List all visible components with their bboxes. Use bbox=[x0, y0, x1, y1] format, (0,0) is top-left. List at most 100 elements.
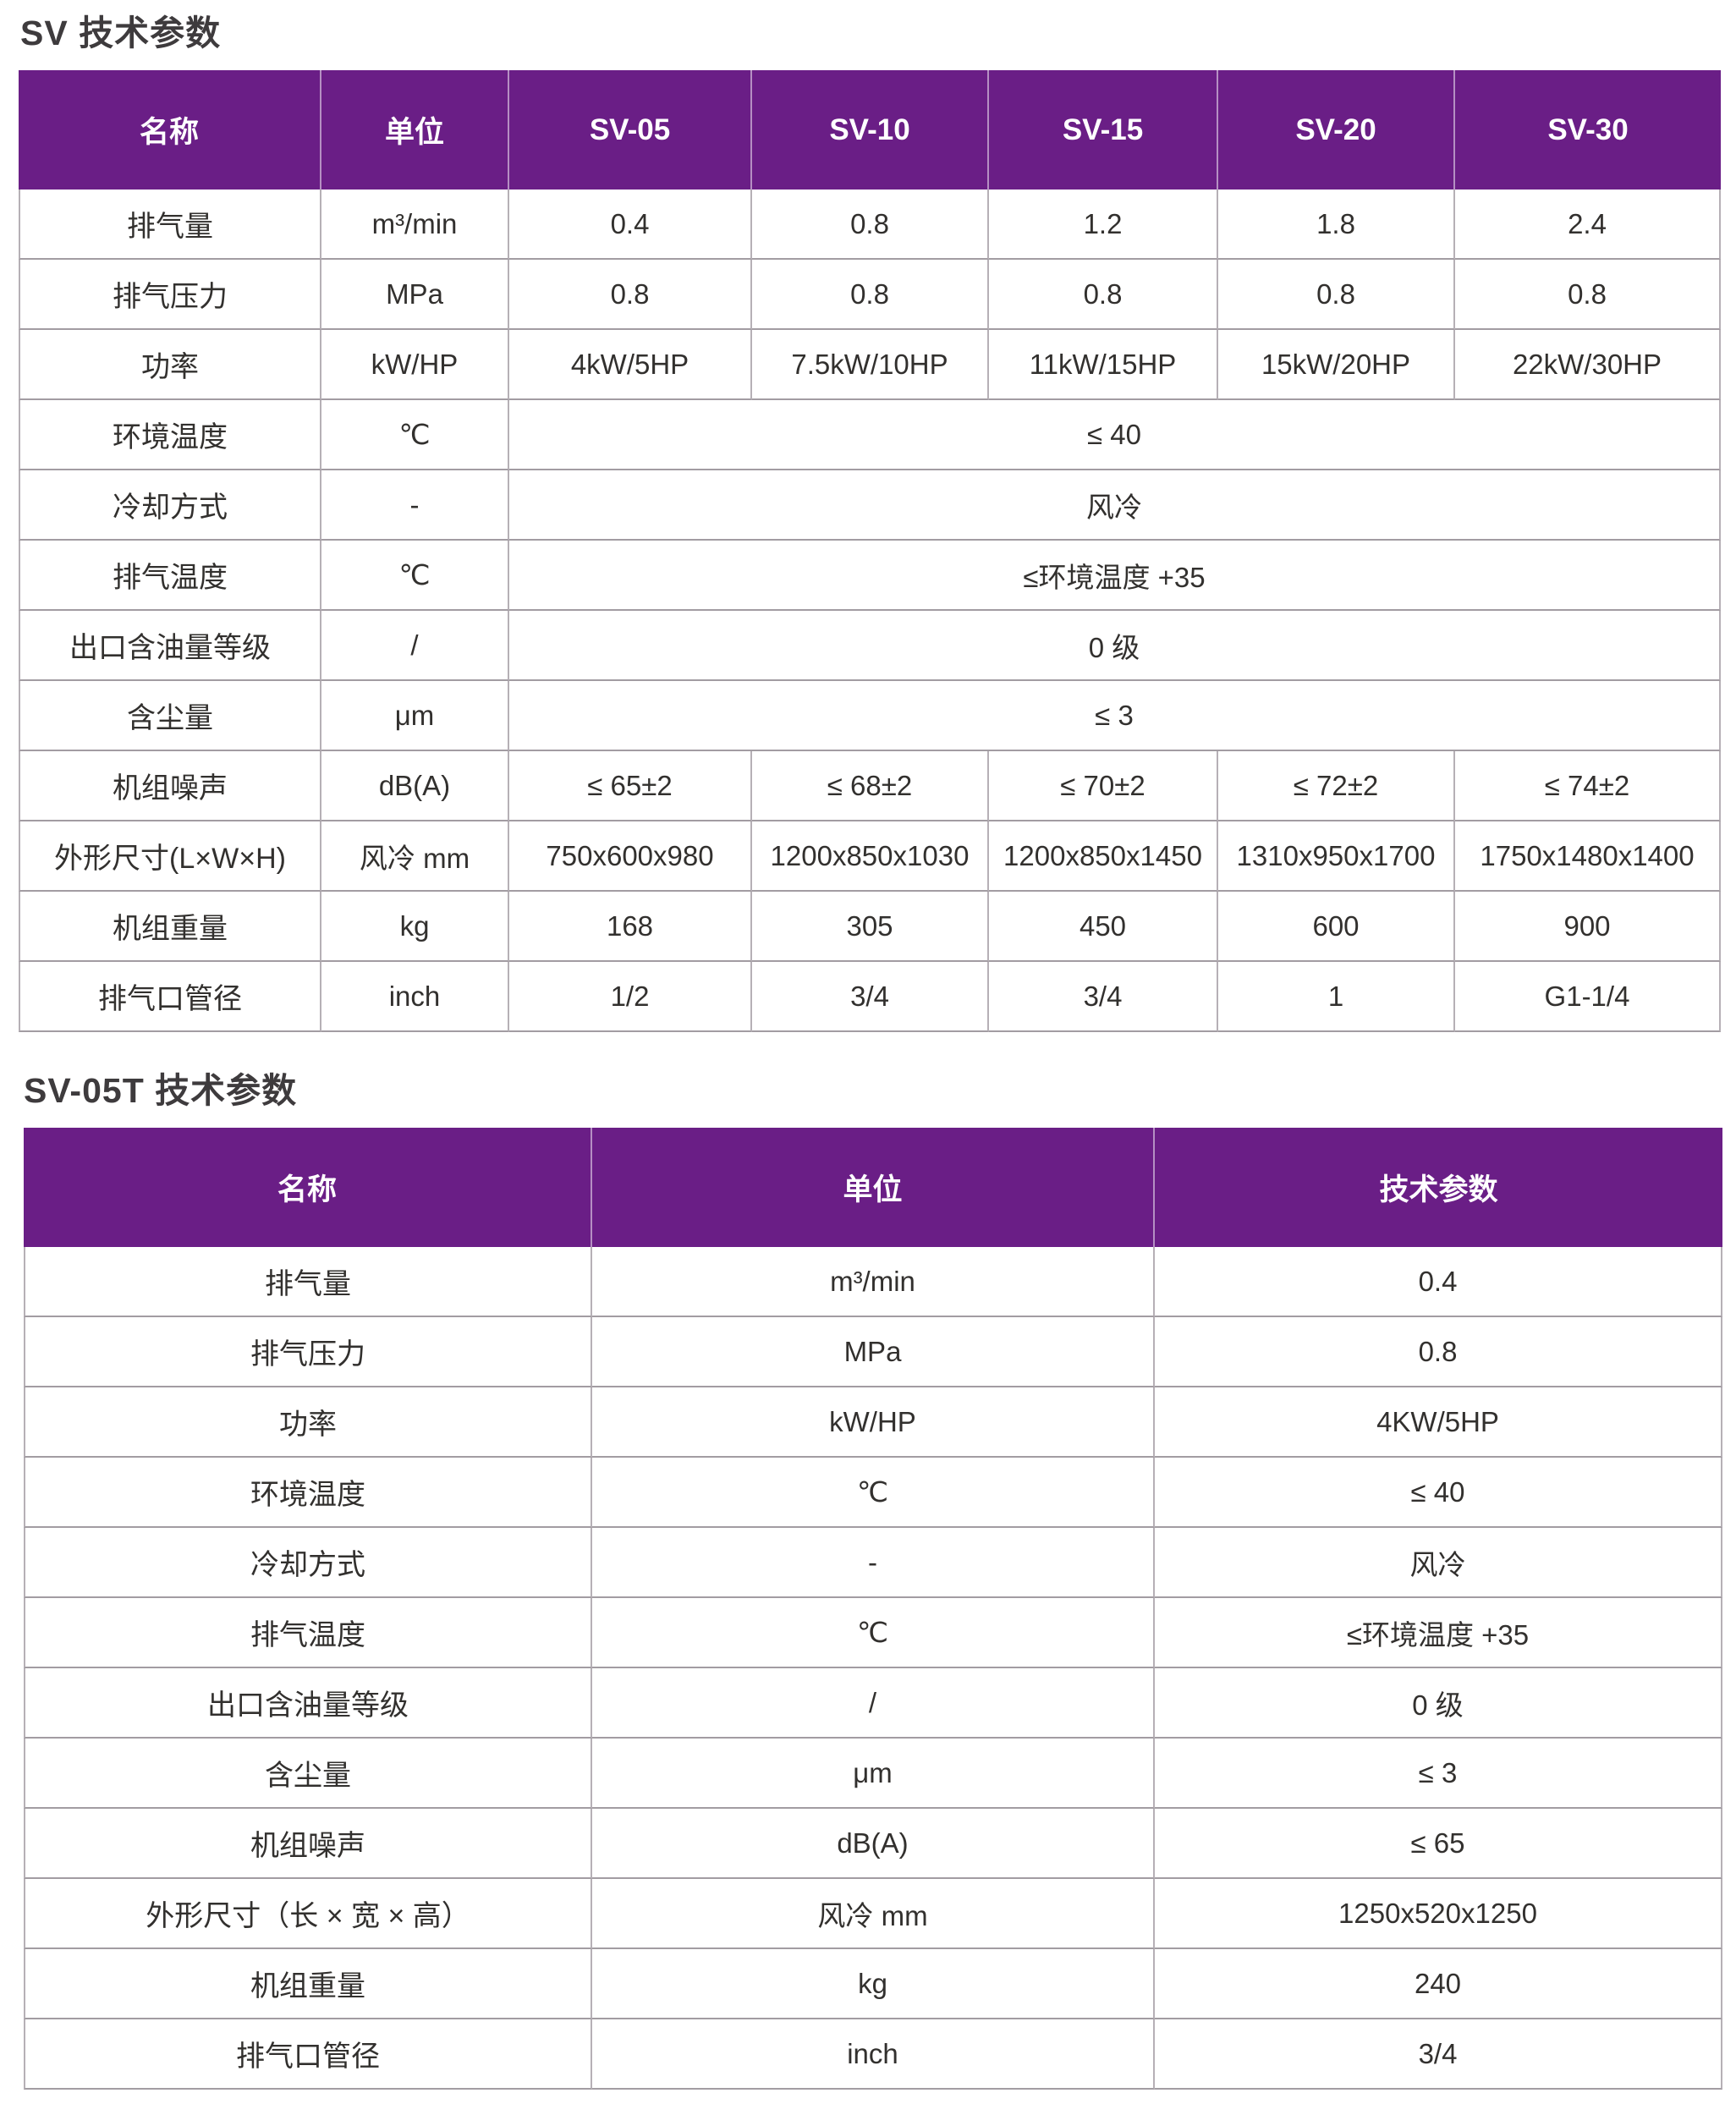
unit-cell: MPa bbox=[321, 260, 509, 331]
sv-05t-spec-table: 名称 单位 技术参数 排气量 m³/min 0.4 排气压力 MPa 0.8 功… bbox=[24, 1128, 1722, 2090]
value-cell: 15kW/20HP bbox=[1218, 330, 1455, 401]
value-cell: 3/4 bbox=[752, 962, 989, 1033]
unit-cell: / bbox=[321, 611, 509, 682]
value-cell: 1 bbox=[1218, 962, 1455, 1033]
unit-cell: 风冷 mm bbox=[592, 1879, 1155, 1950]
value-cell: 0.8 bbox=[752, 260, 989, 331]
value-cell: 1.2 bbox=[989, 190, 1218, 261]
unit-cell: kW/HP bbox=[321, 330, 509, 401]
table-row: 排气量 m³/min 0.4 0.8 1.2 1.8 2.4 bbox=[19, 190, 1721, 261]
value-cell: 0.4 bbox=[509, 190, 752, 261]
row-label: 出口含油量等级 bbox=[19, 611, 321, 682]
row-label: 冷却方式 bbox=[19, 470, 321, 541]
row-label: 排气温度 bbox=[19, 541, 321, 612]
row-label: 排气压力 bbox=[19, 260, 321, 331]
unit-cell: - bbox=[321, 470, 509, 541]
row-label: 环境温度 bbox=[24, 1458, 592, 1529]
row-label: 含尘量 bbox=[19, 681, 321, 752]
value-cell: 4KW/5HP bbox=[1155, 1387, 1722, 1459]
value-cell: 1310x950x1700 bbox=[1218, 821, 1455, 893]
value-cell: 22kW/30HP bbox=[1455, 330, 1721, 401]
row-label: 环境温度 bbox=[19, 400, 321, 471]
unit-cell: 风冷 mm bbox=[321, 821, 509, 893]
value-cell: ≤ 70±2 bbox=[989, 751, 1218, 822]
header-cell-unit: 单位 bbox=[592, 1128, 1155, 1248]
row-label: 排气量 bbox=[24, 1247, 592, 1318]
unit-cell: ℃ bbox=[592, 1458, 1155, 1529]
row-label: 外形尺寸(L×W×H) bbox=[19, 821, 321, 893]
value-cell: 11kW/15HP bbox=[989, 330, 1218, 401]
value-cell: ≤ 3 bbox=[1155, 1739, 1722, 1810]
row-label: 功率 bbox=[19, 330, 321, 401]
row-label: 冷却方式 bbox=[24, 1528, 592, 1599]
row-label: 机组重量 bbox=[24, 1949, 592, 2020]
merged-value-cell: 0 级 bbox=[509, 611, 1721, 682]
row-label: 外形尺寸（长 × 宽 × 高） bbox=[24, 1879, 592, 1950]
merged-value-cell: 风冷 bbox=[509, 470, 1721, 541]
unit-cell: inch bbox=[321, 962, 509, 1033]
value-cell: 1.8 bbox=[1218, 190, 1455, 261]
table-row: 环境温度 ℃ ≤ 40 bbox=[24, 1458, 1722, 1529]
table-row: 含尘量 μm ≤ 3 bbox=[19, 681, 1721, 752]
unit-cell: ℃ bbox=[321, 541, 509, 612]
value-cell: 7.5kW/10HP bbox=[752, 330, 989, 401]
table-row: 出口含油量等级 / 0 级 bbox=[24, 1668, 1722, 1739]
value-cell: 0.8 bbox=[1218, 260, 1455, 331]
sv-spec-table: 名称 单位 SV-05 SV-10 SV-15 SV-20 SV-30 排气量 … bbox=[19, 70, 1721, 1033]
table-row: 外形尺寸（长 × 宽 × 高） 风冷 mm 1250x520x1250 bbox=[24, 1879, 1722, 1950]
value-cell: 2.4 bbox=[1455, 190, 1721, 261]
table-row: 排气量 m³/min 0.4 bbox=[24, 1247, 1722, 1318]
value-cell: 168 bbox=[509, 892, 752, 963]
value-cell: 240 bbox=[1155, 1949, 1722, 2020]
table-row: 冷却方式 - 风冷 bbox=[19, 470, 1721, 541]
value-cell: 0.4 bbox=[1155, 1247, 1722, 1318]
merged-value-cell: ≤环境温度 +35 bbox=[509, 541, 1721, 612]
value-cell: 305 bbox=[752, 892, 989, 963]
value-cell: 0.8 bbox=[509, 260, 752, 331]
row-label: 出口含油量等级 bbox=[24, 1668, 592, 1739]
row-label: 机组噪声 bbox=[19, 751, 321, 822]
unit-cell: μm bbox=[321, 681, 509, 752]
value-cell: 450 bbox=[989, 892, 1218, 963]
row-label: 排气压力 bbox=[24, 1317, 592, 1388]
table-row: 排气温度 ℃ ≤环境温度 +35 bbox=[19, 541, 1721, 612]
unit-cell: MPa bbox=[592, 1317, 1155, 1388]
header-cell-parameters: 技术参数 bbox=[1155, 1128, 1722, 1248]
value-cell: 1/2 bbox=[509, 962, 752, 1033]
unit-cell: μm bbox=[592, 1739, 1155, 1810]
row-label: 排气温度 bbox=[24, 1598, 592, 1669]
table2-title: SV-05T 技术参数 bbox=[24, 1071, 298, 1111]
unit-cell: kW/HP bbox=[592, 1387, 1155, 1459]
header-cell-sv-20: SV-20 bbox=[1218, 70, 1455, 190]
table-row: 排气口管径 inch 1/2 3/4 3/4 1 G1-1/4 bbox=[19, 962, 1721, 1033]
table-row: 冷却方式 - 风冷 bbox=[24, 1528, 1722, 1599]
table-row: 机组重量 kg 240 bbox=[24, 1949, 1722, 2020]
value-cell: 0.8 bbox=[1155, 1317, 1722, 1388]
table-row: 出口含油量等级 / 0 级 bbox=[19, 611, 1721, 682]
value-cell: 3/4 bbox=[1155, 2019, 1722, 2090]
unit-cell: inch bbox=[592, 2019, 1155, 2090]
header-cell-name: 名称 bbox=[24, 1128, 592, 1248]
value-cell: 750x600x980 bbox=[509, 821, 752, 893]
value-cell: ≤ 68±2 bbox=[752, 751, 989, 822]
value-cell: 0.8 bbox=[752, 190, 989, 261]
unit-cell: m³/min bbox=[592, 1247, 1155, 1318]
table-row: 外形尺寸(L×W×H) 风冷 mm 750x600x980 1200x850x1… bbox=[19, 821, 1721, 893]
unit-cell: kg bbox=[592, 1949, 1155, 2020]
header-cell-sv-15: SV-15 bbox=[989, 70, 1218, 190]
table-row: 机组噪声 dB(A) ≤ 65 bbox=[24, 1809, 1722, 1880]
value-cell: 0 级 bbox=[1155, 1668, 1722, 1739]
header-cell-sv-10: SV-10 bbox=[752, 70, 989, 190]
unit-cell: dB(A) bbox=[592, 1809, 1155, 1880]
table-row: 功率 kW/HP 4KW/5HP bbox=[24, 1387, 1722, 1459]
value-cell: 600 bbox=[1218, 892, 1455, 963]
unit-cell: kg bbox=[321, 892, 509, 963]
value-cell: 900 bbox=[1455, 892, 1721, 963]
row-label: 机组重量 bbox=[19, 892, 321, 963]
table-row: 排气温度 ℃ ≤环境温度 +35 bbox=[24, 1598, 1722, 1669]
value-cell: 1250x520x1250 bbox=[1155, 1879, 1722, 1950]
unit-cell: / bbox=[592, 1668, 1155, 1739]
table-row: 含尘量 μm ≤ 3 bbox=[24, 1739, 1722, 1810]
value-cell: ≤ 74±2 bbox=[1455, 751, 1721, 822]
table-row: 环境温度 ℃ ≤ 40 bbox=[19, 400, 1721, 471]
